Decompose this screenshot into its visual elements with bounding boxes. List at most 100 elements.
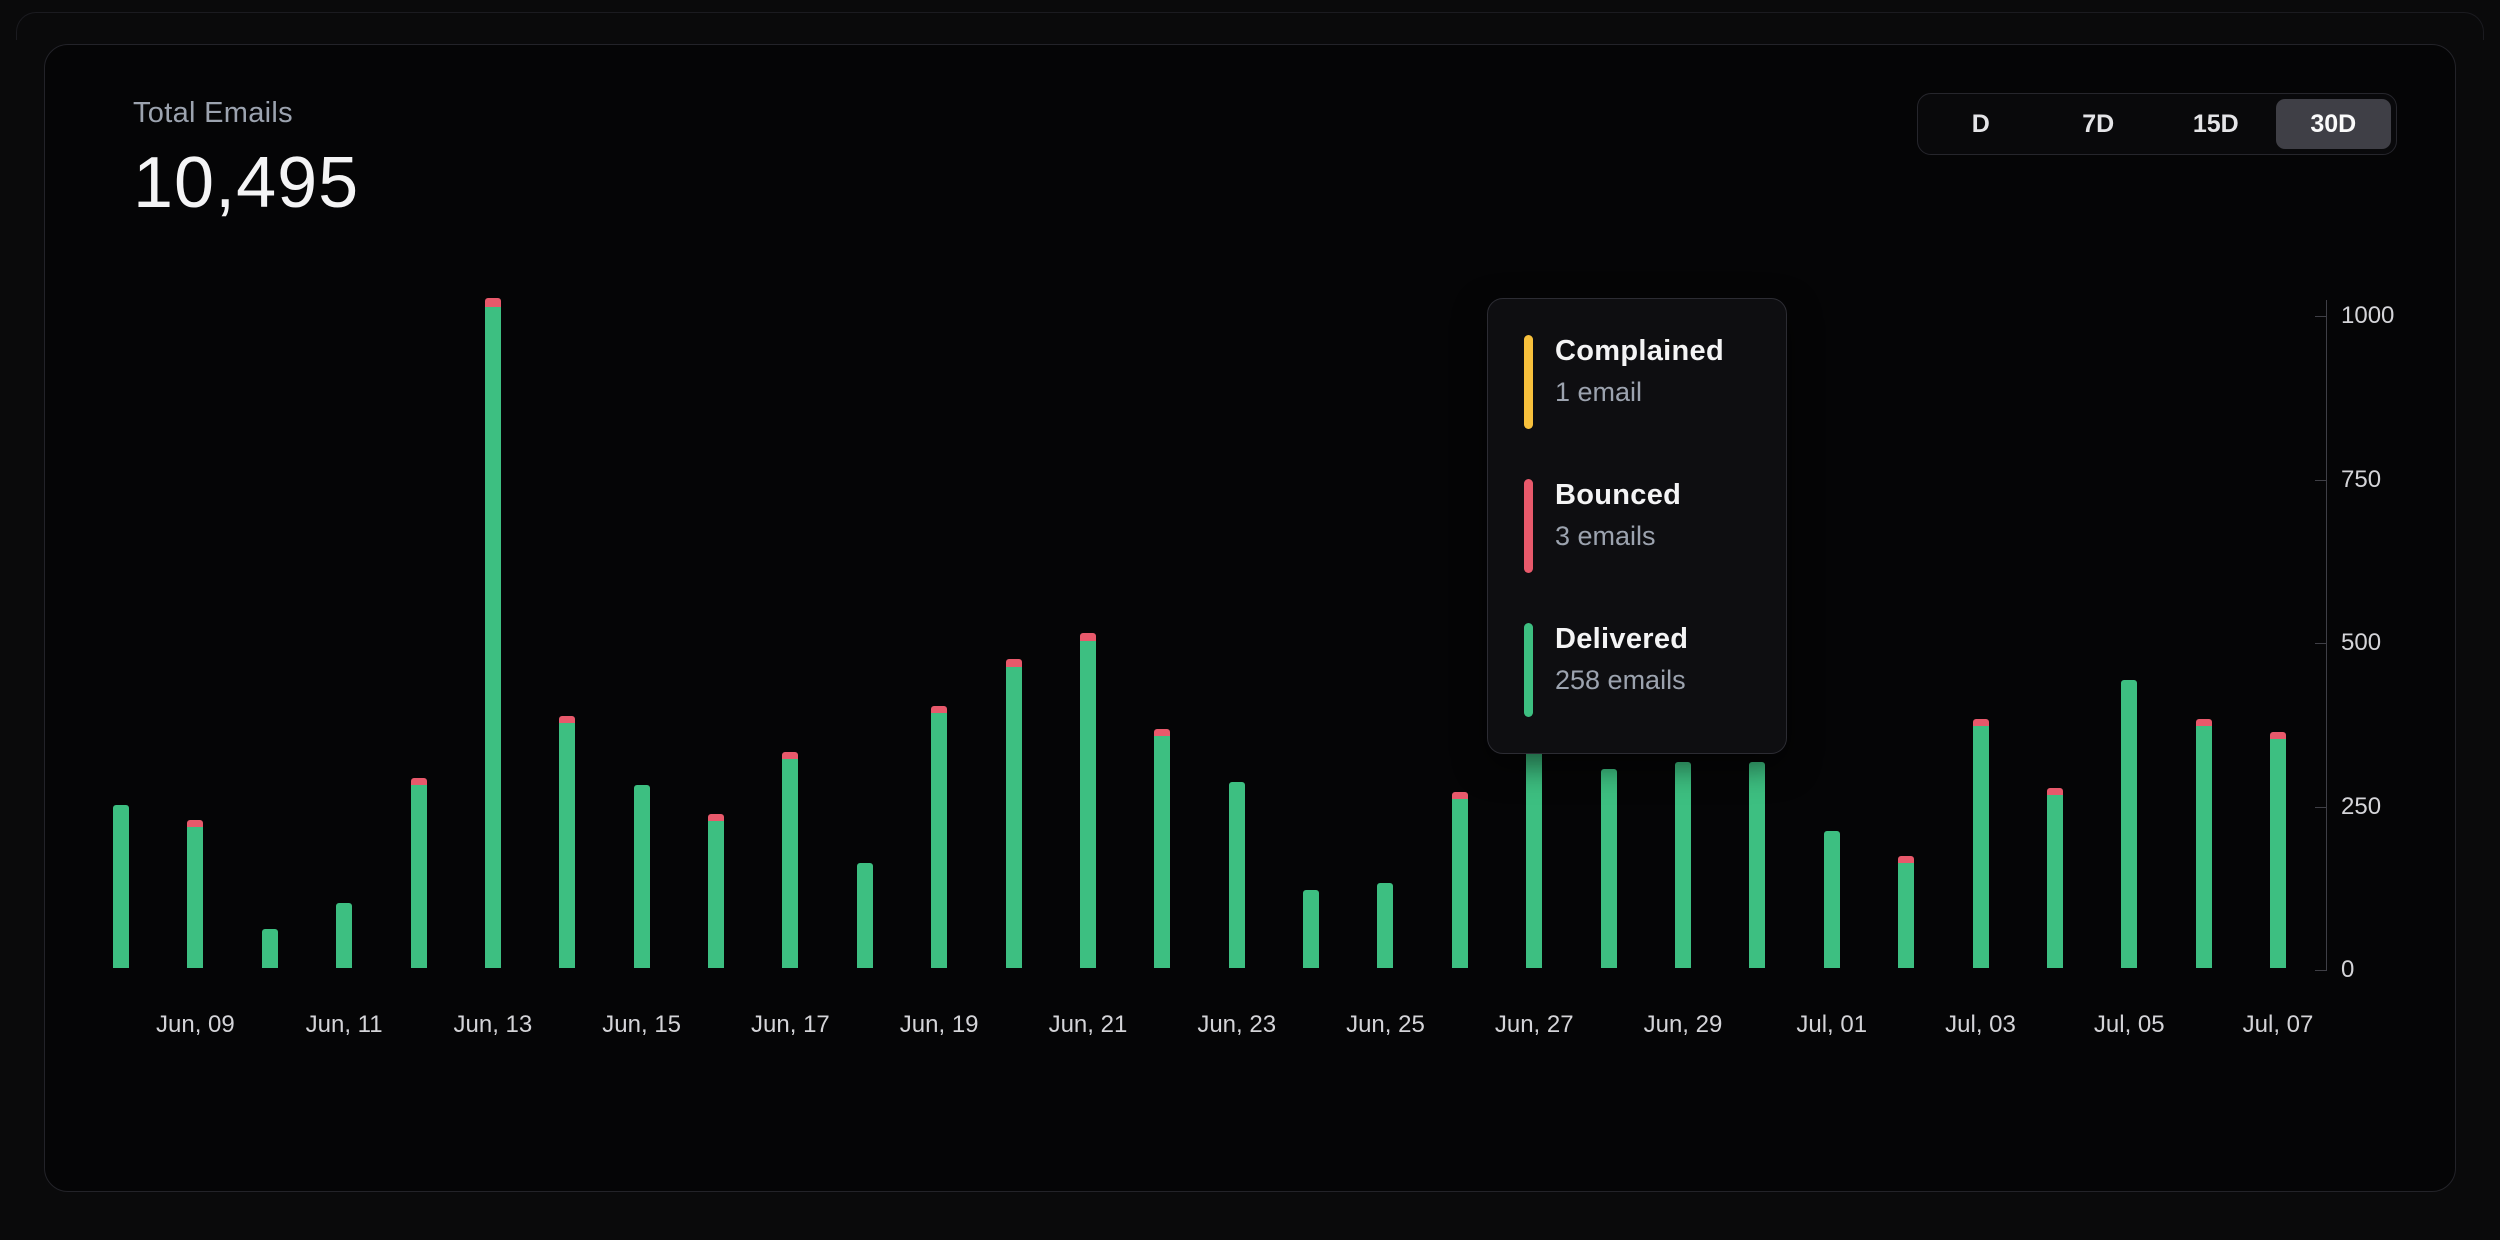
- bar-jun-27[interactable]: [1526, 745, 1543, 968]
- y-axis-label: 1000: [2341, 302, 2395, 329]
- y-axis-tick: [2315, 970, 2327, 971]
- bar-jul-01[interactable]: [1823, 830, 1840, 968]
- x-axis-label: Jul, 03: [1945, 1011, 2016, 1038]
- bar-jun-21[interactable]: [1079, 633, 1096, 968]
- tooltip-item-label: Delivered: [1555, 623, 1689, 655]
- bar-segment: [1526, 752, 1543, 968]
- x-axis-label: Jun, 15: [602, 1011, 682, 1038]
- bar-segment: [559, 722, 576, 968]
- bar-jul-05[interactable]: [2121, 680, 2138, 968]
- bar-segment: [708, 820, 725, 968]
- bar-jun-17[interactable]: [782, 751, 799, 968]
- tooltip-item-text: Delivered 258 emails: [1555, 623, 1688, 717]
- bar-jun-29[interactable]: [1674, 762, 1691, 968]
- bar-segment: [113, 804, 129, 968]
- bar-jun-14[interactable]: [559, 715, 576, 968]
- bar-jun-24[interactable]: [1303, 889, 1320, 968]
- tooltip-item-label: Complained: [1555, 335, 1724, 367]
- bar-jun-09[interactable]: [187, 820, 204, 968]
- bar-segment: [484, 307, 501, 968]
- bar-segment: [2270, 739, 2287, 968]
- bar-segment: [1228, 781, 1245, 968]
- tooltip-item-value: 3 emails: [1555, 521, 1656, 551]
- tooltip-item-label: Bounced: [1555, 479, 1682, 511]
- tooltip-item-bounced: Bounced 3 emails: [1524, 479, 1750, 573]
- bar-jul-04[interactable]: [2046, 787, 2063, 968]
- bar-segment: [1600, 768, 1617, 968]
- bar-jun-10[interactable]: [261, 928, 278, 968]
- range-button-d[interactable]: D: [1923, 99, 2039, 149]
- y-axis-label: 0: [2341, 956, 2355, 983]
- bar-segment: [1451, 799, 1468, 968]
- bar-segment: [1674, 762, 1691, 968]
- x-axis-label: Jun, 27: [1494, 1011, 1574, 1038]
- bar-jun-12[interactable]: [410, 777, 427, 968]
- bar-segment: [1303, 889, 1320, 968]
- bar-jun-16[interactable]: [708, 813, 725, 968]
- bar-jul-02[interactable]: [1898, 856, 1915, 968]
- bar-jun-15[interactable]: [633, 784, 650, 968]
- tooltip-item-text: Complained 1 email: [1555, 335, 1724, 429]
- y-axis-tick: [2315, 479, 2327, 481]
- bar-segment: [1898, 863, 1915, 968]
- y-axis-tick: [2315, 806, 2327, 808]
- range-selector: D 7D 15D 30D: [1917, 93, 2397, 155]
- bar-jun-25[interactable]: [1377, 882, 1394, 968]
- bar-jun-26[interactable]: [1451, 792, 1468, 968]
- bar-segment: [187, 820, 204, 828]
- bar-jun-20[interactable]: [1005, 659, 1022, 968]
- y-axis-tick: [2315, 316, 2327, 317]
- bar-jun-28[interactable]: [1600, 768, 1617, 968]
- bar-jul-07[interactable]: [2270, 732, 2287, 968]
- complained-color-swatch: [1524, 335, 1533, 429]
- y-axis-label: 500: [2341, 629, 2382, 656]
- tooltip-item-delivered: Delivered 258 emails: [1524, 623, 1750, 717]
- bar-jun-11[interactable]: [336, 902, 353, 968]
- x-axis-label: Jul, 01: [1796, 1011, 1868, 1038]
- range-button-7d[interactable]: 7D: [2041, 99, 2157, 149]
- bar-jun-19[interactable]: [931, 705, 948, 968]
- bar-jun-22[interactable]: [1154, 728, 1171, 968]
- y-axis-label: 250: [2341, 792, 2382, 820]
- x-axis-label: Jun, 09: [156, 1011, 235, 1038]
- bar-jun-13[interactable]: [484, 298, 501, 968]
- tooltip-item-complained: Complained 1 email: [1524, 335, 1750, 429]
- bar-jul-06[interactable]: [2195, 719, 2212, 968]
- bar-segment: [782, 751, 799, 759]
- bar-jul-03[interactable]: [1972, 719, 1989, 968]
- x-axis-label: Jul, 05: [2093, 1011, 2165, 1038]
- email-analytics-card: Total Emails 10,495 D 7D 15D 30D 0 250 500 750…: [44, 44, 2456, 1192]
- bar-segment: [1005, 667, 1022, 968]
- bar-segment: [782, 758, 799, 968]
- window-top-edge: [16, 12, 2484, 40]
- x-axis-label: Jun, 13: [453, 1011, 533, 1038]
- bar-jun-30[interactable]: [1749, 762, 1766, 968]
- tooltip-item-value: 1 email: [1555, 377, 1643, 407]
- bar-segment: [1823, 830, 1840, 968]
- bar-segment: [484, 298, 501, 308]
- delivered-color-swatch: [1524, 623, 1533, 717]
- x-axis-label: Jun, 29: [1643, 1011, 1723, 1038]
- range-button-30d[interactable]: 30D: [2275, 99, 2391, 149]
- bounced-color-swatch: [1524, 479, 1533, 573]
- bar-segment: [187, 827, 204, 968]
- bar-segment: [1972, 726, 1989, 968]
- tooltip-item-value: 258 emails: [1555, 665, 1686, 695]
- bar-segment: [1154, 728, 1171, 736]
- bar-segment: [1154, 735, 1171, 968]
- total-emails-value: 10,495: [133, 143, 360, 223]
- bar-segment: [410, 784, 427, 968]
- bar-segment: [1079, 633, 1096, 641]
- bar-segment: [2195, 719, 2212, 727]
- total-emails-metric: Total Emails 10,495: [133, 97, 359, 224]
- range-button-15d[interactable]: 15D: [2158, 99, 2274, 149]
- bar-jun-08[interactable]: [113, 804, 129, 968]
- tooltip-item-text: Bounced 3 emails: [1555, 479, 1681, 573]
- bar-jun-18[interactable]: [856, 863, 873, 968]
- bar-segment: [1451, 792, 1468, 800]
- bar-segment: [1377, 882, 1394, 968]
- bar-segment: [1972, 719, 1989, 727]
- bar-segment: [1079, 641, 1096, 968]
- bar-jun-23[interactable]: [1228, 781, 1245, 968]
- bar-segment: [931, 712, 948, 968]
